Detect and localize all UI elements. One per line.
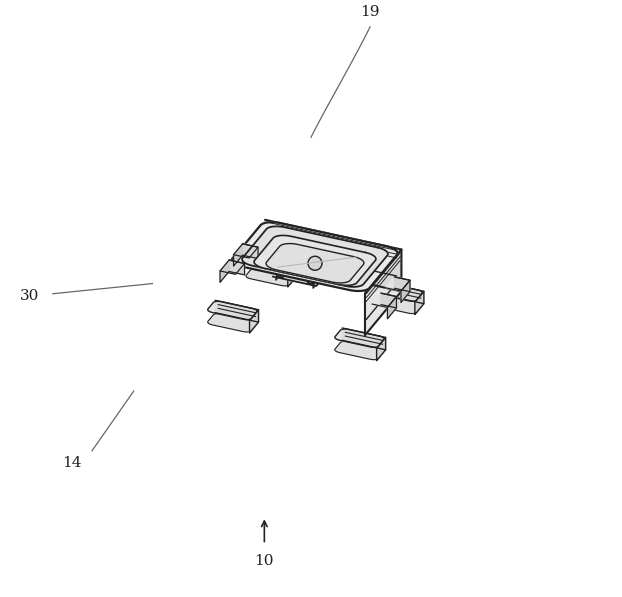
Polygon shape bbox=[373, 295, 422, 313]
Polygon shape bbox=[266, 244, 364, 283]
Polygon shape bbox=[381, 293, 396, 308]
Polygon shape bbox=[253, 254, 297, 276]
Text: 10: 10 bbox=[254, 555, 274, 568]
Polygon shape bbox=[242, 226, 388, 287]
Polygon shape bbox=[335, 329, 384, 347]
Polygon shape bbox=[229, 256, 234, 270]
Polygon shape bbox=[233, 244, 258, 258]
Polygon shape bbox=[249, 310, 259, 333]
Polygon shape bbox=[312, 261, 355, 275]
Polygon shape bbox=[377, 337, 386, 361]
Text: 19: 19 bbox=[360, 5, 380, 19]
Polygon shape bbox=[254, 235, 376, 285]
Polygon shape bbox=[365, 250, 401, 336]
Polygon shape bbox=[381, 282, 424, 304]
Polygon shape bbox=[277, 270, 314, 284]
Polygon shape bbox=[276, 272, 281, 280]
Polygon shape bbox=[233, 222, 397, 291]
Polygon shape bbox=[365, 285, 383, 294]
Polygon shape bbox=[273, 271, 321, 286]
Polygon shape bbox=[386, 277, 410, 291]
Polygon shape bbox=[246, 255, 295, 273]
Text: 30: 30 bbox=[20, 288, 40, 303]
Polygon shape bbox=[215, 300, 259, 322]
Polygon shape bbox=[394, 277, 410, 292]
Polygon shape bbox=[388, 297, 396, 319]
Text: 14: 14 bbox=[62, 456, 81, 470]
Polygon shape bbox=[401, 280, 410, 303]
Polygon shape bbox=[229, 260, 244, 275]
Polygon shape bbox=[246, 267, 295, 286]
Polygon shape bbox=[365, 293, 383, 302]
Polygon shape bbox=[373, 283, 422, 301]
Polygon shape bbox=[233, 244, 243, 266]
Polygon shape bbox=[288, 264, 297, 287]
Polygon shape bbox=[372, 293, 396, 307]
Polygon shape bbox=[208, 301, 257, 319]
Polygon shape bbox=[220, 260, 229, 282]
Polygon shape bbox=[378, 288, 383, 302]
Polygon shape bbox=[220, 260, 244, 274]
Polygon shape bbox=[229, 256, 247, 265]
Circle shape bbox=[308, 256, 322, 270]
Polygon shape bbox=[243, 244, 258, 259]
Polygon shape bbox=[335, 341, 384, 359]
Polygon shape bbox=[342, 328, 386, 350]
Polygon shape bbox=[313, 280, 318, 288]
Polygon shape bbox=[415, 291, 424, 315]
Polygon shape bbox=[208, 313, 257, 332]
Polygon shape bbox=[265, 220, 401, 291]
